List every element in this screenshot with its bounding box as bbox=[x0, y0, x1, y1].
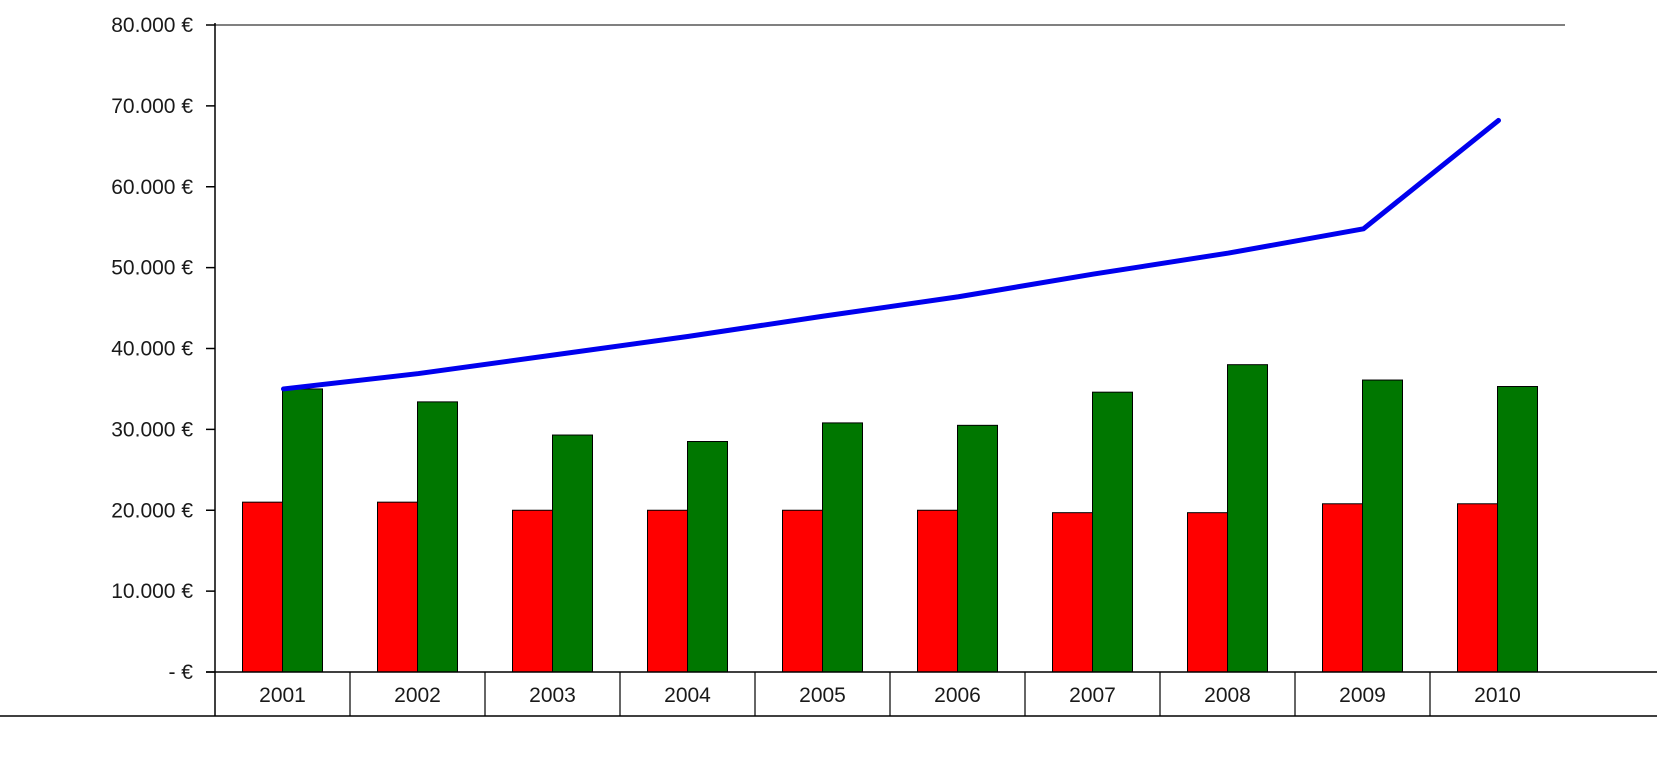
bar-green-2004 bbox=[687, 441, 728, 673]
bar-green-2005 bbox=[822, 422, 863, 673]
bar-red-2008 bbox=[1187, 512, 1228, 673]
y-tick-label: - € bbox=[168, 661, 193, 684]
x-axis-category-table: 2001 2002 2003 2004 2005 2006 2007 2008 2009 2010 bbox=[0, 671, 1657, 717]
x-category-label: 2002 bbox=[394, 684, 441, 707]
x-category-label: 2005 bbox=[799, 684, 846, 707]
x-category-label: 2007 bbox=[1069, 684, 1116, 707]
bar-green-2006 bbox=[957, 424, 998, 673]
bar-red-2001 bbox=[242, 501, 283, 673]
x-category-label: 2004 bbox=[664, 684, 711, 707]
y-tick-label: 30.000 € bbox=[111, 418, 193, 441]
bar-red-2004 bbox=[647, 509, 688, 673]
line-series bbox=[281, 117, 1501, 392]
bar-series-group bbox=[242, 364, 1538, 673]
bar-green-2001 bbox=[282, 388, 323, 673]
bar-red-2009 bbox=[1322, 503, 1363, 673]
y-tick-label: 50.000 € bbox=[111, 257, 193, 280]
y-tick-label: 70.000 € bbox=[111, 95, 193, 118]
y-tick-label: 60.000 € bbox=[111, 176, 193, 199]
bar-red-2005 bbox=[782, 509, 823, 673]
x-category-label: 2001 bbox=[259, 684, 306, 707]
bar-green-2009 bbox=[1362, 379, 1403, 673]
x-category-label: 2006 bbox=[934, 684, 981, 707]
bar-red-2003 bbox=[512, 509, 553, 673]
bar-green-2010 bbox=[1497, 386, 1538, 673]
bar-red-2010 bbox=[1457, 503, 1498, 673]
line-series-group bbox=[281, 117, 1501, 392]
x-category-label: 2003 bbox=[529, 684, 576, 707]
x-category-label: 2008 bbox=[1204, 684, 1251, 707]
bar-green-2002 bbox=[417, 401, 458, 673]
bar-green-2008 bbox=[1227, 364, 1268, 673]
bar-green-2007 bbox=[1092, 391, 1133, 673]
bar-red-2007 bbox=[1052, 512, 1093, 673]
y-tick-label: 40.000 € bbox=[111, 338, 193, 361]
x-category-label: 2010 bbox=[1474, 684, 1521, 707]
bar-green-2003 bbox=[552, 434, 593, 673]
y-tick-label: 80.000 € bbox=[111, 14, 193, 37]
bar-red-2006 bbox=[917, 509, 958, 673]
bar-red-2002 bbox=[377, 501, 418, 673]
x-category-label: 2009 bbox=[1339, 684, 1386, 707]
y-axis: - € 10.000 € 20.000 € 30.000 € 40.000 € 50.00… bbox=[111, 14, 1565, 716]
y-tick-label: 20.000 € bbox=[111, 499, 193, 522]
y-tick-label: 10.000 € bbox=[111, 580, 193, 603]
